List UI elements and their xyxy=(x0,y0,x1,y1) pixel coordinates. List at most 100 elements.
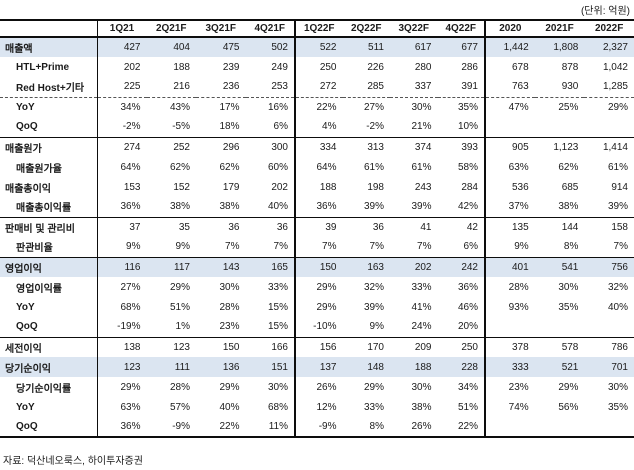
cell: 18% xyxy=(219,121,240,133)
cell: 158 xyxy=(611,221,628,233)
cell: 43% xyxy=(169,101,190,113)
cell: 62% xyxy=(169,161,190,173)
cell: 30% xyxy=(558,281,579,293)
cell: 23% xyxy=(508,381,529,393)
corner-cell xyxy=(0,20,98,37)
cell: 26% xyxy=(316,381,337,393)
cell: 7% xyxy=(245,237,296,257)
cell: 9% xyxy=(126,241,141,253)
row-label: 영업이익 xyxy=(0,257,98,277)
cell: 40% xyxy=(245,197,296,217)
cell: 36 xyxy=(372,221,384,233)
cell: 179 xyxy=(222,181,240,193)
cell: 202 xyxy=(245,177,296,197)
source-note: 자료: 덕산네오룩스, 하이투자증권 xyxy=(3,456,143,467)
cell: 74% xyxy=(508,401,529,413)
table-row: 판매비 및 관리비 37 35 36 36 39 36 41 42 135 144 158 xyxy=(0,217,634,237)
cell: 209 xyxy=(414,341,432,353)
row-label: 세전이익 xyxy=(0,337,98,357)
cell: 36% xyxy=(120,201,141,213)
cell: 578 xyxy=(561,341,579,353)
cell: 12% xyxy=(316,401,337,413)
table-row: Red Host+기타 225 216 236 253 272 285 337 391 763 93… xyxy=(0,77,634,97)
cell: 284 xyxy=(437,177,486,197)
row-label: 판관비율 xyxy=(0,237,98,257)
table-row: 매출총이익률 36% 38% 38% 40% 36% 39% 39% 42% 37% 38% 39% xyxy=(0,197,634,217)
table-row: 매출총이익 153 152 179 202 188 198 243 284 536 685 914 xyxy=(0,177,634,197)
cell: 9% xyxy=(175,241,190,253)
cell: 137 xyxy=(295,357,343,377)
cell: 1,042 xyxy=(602,61,628,73)
cell: 35% xyxy=(437,97,486,117)
cell xyxy=(584,317,634,337)
cell: 391 xyxy=(437,77,486,97)
cell: 25% xyxy=(558,101,579,113)
cell xyxy=(485,117,535,137)
cell: 226 xyxy=(367,61,384,73)
cell: 296 xyxy=(222,141,240,153)
cell: 36% xyxy=(437,277,486,297)
cell: 58% xyxy=(437,157,486,177)
cell: 165 xyxy=(245,257,296,277)
cell: 27% xyxy=(363,101,384,113)
cell: 30% xyxy=(411,101,432,113)
cell: 116 xyxy=(97,257,147,277)
cell: 38% xyxy=(169,201,190,213)
cell: 123 xyxy=(173,341,190,353)
cell: 35 xyxy=(178,221,190,233)
cell: 38% xyxy=(219,201,240,213)
cell: 7% xyxy=(417,241,432,253)
cell: 878 xyxy=(561,61,579,73)
row-label: 매출총이익률 xyxy=(0,197,98,217)
cell: 57% xyxy=(169,401,190,413)
cell: 29% xyxy=(316,301,337,313)
cell: 36% xyxy=(120,421,141,432)
cell: 313 xyxy=(367,141,384,153)
row-label: 당기순이익률 xyxy=(0,377,98,397)
cell: 26% xyxy=(411,421,432,432)
cell: 333 xyxy=(485,357,535,377)
cell: 11% xyxy=(245,417,296,437)
row-label: QoQ xyxy=(0,117,98,137)
cell: 337 xyxy=(414,81,432,93)
cell: 374 xyxy=(414,141,432,153)
cell: 29% xyxy=(316,281,337,293)
table-row: 매출원가율 64% 62% 62% 60% 64% 61% 61% 58% 63% 62% 61% xyxy=(0,157,634,177)
cell: 153 xyxy=(123,181,141,193)
cell: 28% xyxy=(169,381,190,393)
cell: 47% xyxy=(508,101,529,113)
table-row: 영업이익 116 117 143 165 150 163 202 242 401 541 756 xyxy=(0,257,634,277)
cell: 188 xyxy=(173,61,190,73)
cell: 61% xyxy=(411,161,432,173)
cell: 143 xyxy=(196,257,246,277)
cell: 30% xyxy=(607,381,628,393)
header-row: 1Q21 2Q21F 3Q21F 4Q21F 1Q22F 2Q22F 3Q22F 4Q22F 2… xyxy=(0,20,634,37)
cell: 36% xyxy=(316,201,337,213)
cell: 763 xyxy=(512,81,529,93)
cell: -9% xyxy=(318,421,337,432)
cell: 117 xyxy=(146,257,196,277)
cell: 29% xyxy=(169,281,190,293)
column-header: 1Q22F xyxy=(303,23,335,34)
row-label: YoY xyxy=(0,297,98,317)
row-label: 매출원가율 xyxy=(0,157,98,177)
cell: 39% xyxy=(607,201,628,213)
row-label: QoQ xyxy=(0,317,98,337)
cell: 22% xyxy=(437,417,486,437)
cell: 8% xyxy=(369,421,384,432)
table-row: 세전이익 138 123 150 166 156 170 209 250 378 578 786 xyxy=(0,337,634,357)
cell: 64% xyxy=(316,161,337,173)
cell: 701 xyxy=(584,357,634,377)
cell xyxy=(584,117,634,137)
column-header: 4Q22F xyxy=(437,20,486,37)
cell: 27% xyxy=(120,281,141,293)
cell: 905 xyxy=(512,141,529,153)
table-row: 영업이익률 27% 29% 30% 33% 29% 32% 33% 36% 28% 30% 32% xyxy=(0,277,634,297)
cell: 29% xyxy=(120,381,141,393)
cell: 29% xyxy=(607,101,628,113)
cell: 29% xyxy=(219,381,240,393)
cell: 138 xyxy=(123,341,141,353)
cell: 617 xyxy=(390,37,438,57)
cell: 60% xyxy=(245,157,296,177)
cell: 253 xyxy=(245,77,296,97)
